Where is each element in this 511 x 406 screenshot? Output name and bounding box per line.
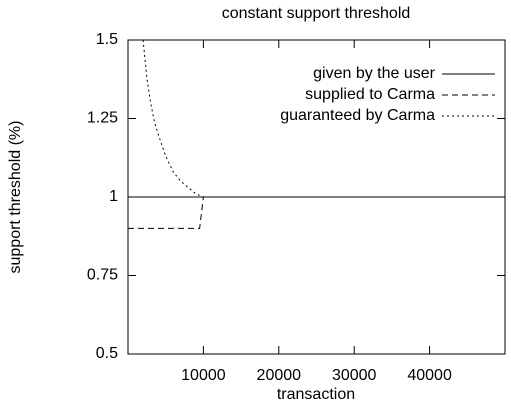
y-tick-label: 1.25 [87,110,118,127]
y-tick-label: 1 [109,188,118,205]
y-tick-label: 1.5 [96,31,118,48]
x-tick-label: 30000 [332,367,377,384]
y-axis-label: support threshold (%) [7,121,24,274]
legend-label: given by the user [313,65,436,82]
chart-title: constant support threshold [222,5,411,22]
series-line [128,196,505,229]
legend-label: supplied to Carma [305,86,435,103]
y-tick-label: 0.75 [87,267,118,284]
x-tick-label: 20000 [257,367,302,384]
x-tick-label: 40000 [407,367,452,384]
x-axis-label: transaction [277,386,355,403]
x-tick-label: 10000 [181,367,226,384]
y-tick-label: 0.5 [96,345,118,362]
legend-label: guaranteed by Carma [280,107,435,124]
